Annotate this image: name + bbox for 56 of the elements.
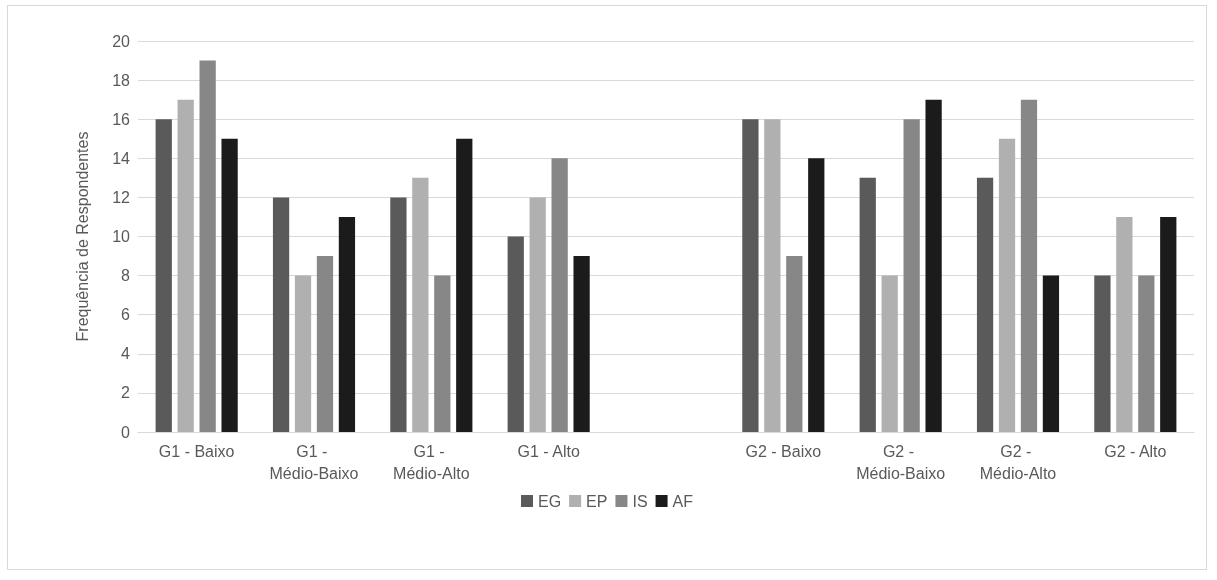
bar [976,177,994,432]
bar [573,256,590,432]
bar [221,138,238,432]
bar [998,138,1016,432]
bar [456,138,473,432]
y-tick-label: 2 [121,384,131,402]
bar [925,99,942,432]
x-tick-label: G2 - Baixo [745,442,822,460]
legend-label: EG [537,492,562,510]
x-tick-label: G1 - Médio-Alto [393,442,470,482]
y-tick-label: 6 [121,306,131,324]
bar [808,158,825,432]
bar [294,275,312,432]
x-tick-label: G1 - Alto [517,442,580,460]
bar [272,197,290,432]
x-tick-label: G2 - Médio-Alto [979,442,1057,482]
bar [177,99,194,432]
bar [742,119,759,432]
x-tick-label: G2 - Médio-Baixo [856,442,946,482]
legend-label: AF [672,492,694,510]
bar [529,197,546,432]
x-tick-label: G1 - Baixo [158,442,235,460]
bar [881,275,898,432]
bar [155,119,172,432]
bar [903,119,920,432]
bar [507,236,524,432]
bar [390,197,407,432]
y-tick-label: 18 [112,71,131,89]
bar [338,216,356,432]
y-tick-label: 4 [121,345,131,363]
bar [1042,275,1060,432]
y-tick-label: 20 [112,32,131,50]
y-tick-label: 0 [121,423,131,441]
legend-label: EP [586,492,608,510]
bar [199,60,216,432]
y-tick-label: 10 [112,228,131,245]
x-tick-label: G2 - Alto [1104,442,1167,460]
y-tick-label: 8 [121,267,131,285]
bar [1020,99,1038,432]
bar [764,119,781,432]
y-tick-label: 16 [112,110,131,128]
bar [786,256,803,432]
bar [1116,216,1133,432]
bar [551,158,568,432]
legend-label: IS [632,492,648,510]
y-axis-title: Frequência de Respondentes [73,131,91,342]
bar [1094,275,1111,432]
bar [316,256,334,432]
bar [1138,275,1155,432]
bar [1160,216,1177,432]
bar [434,275,451,432]
y-tick-label: 14 [112,149,131,167]
y-tick-label: 12 [112,188,131,206]
x-tick-label: G1 - Médio-Baixo [269,442,359,482]
bar [412,177,429,432]
bar [859,177,876,432]
